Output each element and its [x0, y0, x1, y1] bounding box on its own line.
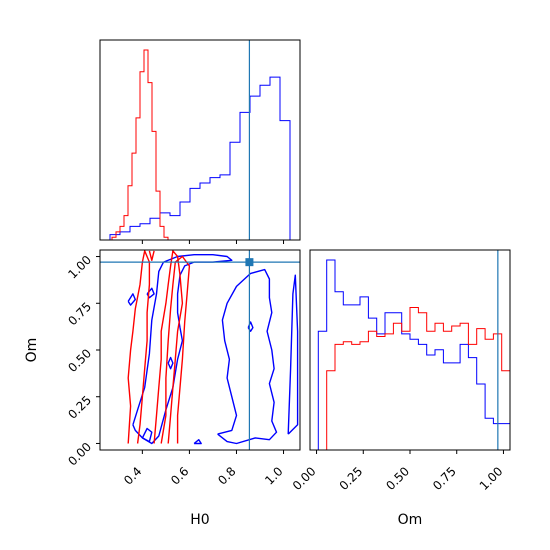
- blue-contour: [217, 268, 278, 445]
- y-tick-label: 0.25: [65, 393, 94, 422]
- om-axis-label: Om: [24, 338, 40, 363]
- h0-histogram-frame: [99, 39, 301, 241]
- red-contour: [127, 250, 151, 444]
- h0-om-contour-panel: 0.4 0.6 0.8 1.0 0.00 0.25 0.50 0.75 1.00 H0 Om: [24, 249, 301, 528]
- blue-contour: [127, 293, 137, 306]
- contour-series: [100, 250, 300, 450]
- x-tick-label: 0.50: [383, 464, 412, 493]
- y-tick-label: 1.00: [65, 253, 94, 282]
- blue-contour: [287, 274, 299, 435]
- h0-red-histogram: [100, 49, 172, 240]
- x-tick-label: 0.4: [121, 464, 144, 487]
- h0-histogram-ticks: [141, 240, 285, 244]
- om-histogram-panel: 0.00 0.25 0.50 0.75 1.00 Om: [290, 249, 511, 528]
- x-tick-label: 0.75: [430, 464, 459, 493]
- h0-axis-ticks: 0.4 0.6 0.8 1.0: [121, 450, 286, 488]
- om-histogram-frame: [309, 249, 511, 451]
- blue-contour: [141, 427, 153, 443]
- y-tick-label: 0.75: [65, 299, 94, 328]
- x-tick-label: 1.0: [262, 464, 285, 487]
- red-contour: [153, 250, 184, 444]
- y-tick-label: 0.50: [65, 346, 94, 375]
- blue-contour: [167, 356, 174, 370]
- red-contour: [160, 255, 191, 444]
- h0-axis-label: H0: [190, 512, 209, 528]
- om-histogram-series: [310, 250, 510, 450]
- blue-contour: [193, 439, 202, 445]
- x-tick-label: 0.8: [215, 464, 238, 487]
- h0-histogram-series: [100, 40, 300, 240]
- truth-marker: [245, 258, 254, 267]
- red-contour: [148, 250, 155, 261]
- x-tick-label: 0.25: [337, 464, 366, 493]
- h0-histogram-panel: [99, 39, 301, 244]
- x-tick-label: 0.00: [290, 464, 319, 493]
- om-blue-histogram: [310, 259, 510, 450]
- om-axis-ticks: 0.00 0.25 0.50 0.75 1.00: [65, 253, 100, 469]
- x-tick-label: 1.00: [477, 464, 506, 493]
- h0-blue-histogram: [100, 76, 300, 240]
- om-red-histogram: [310, 307, 510, 450]
- x-tick-label: 0.6: [168, 464, 191, 487]
- y-tick-label: 0.00: [65, 440, 94, 469]
- om-histogram-ticks: 0.00 0.25 0.50 0.75 1.00: [290, 450, 506, 493]
- om-histogram-axis-label: Om: [398, 512, 423, 528]
